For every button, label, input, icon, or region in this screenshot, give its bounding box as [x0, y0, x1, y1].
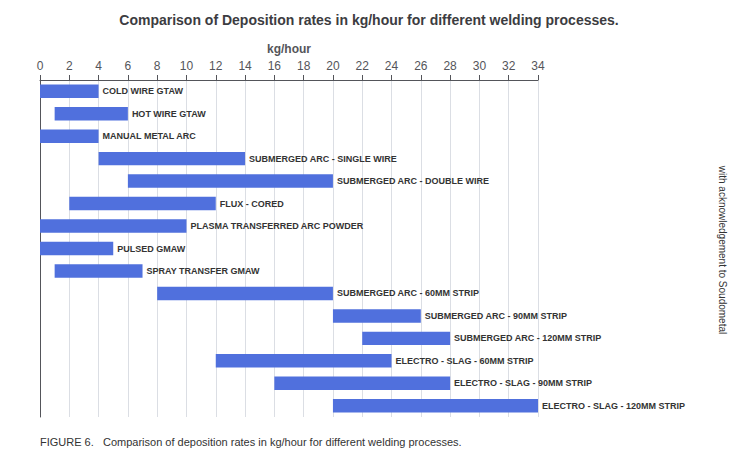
svg-text:PLASMA TRANSFERRED ARC POWDER: PLASMA TRANSFERRED ARC POWDER: [190, 221, 363, 231]
svg-text:MANUAL METAL ARC: MANUAL METAL ARC: [103, 131, 197, 141]
svg-text:SUBMERGED ARC - SINGLE WIRE: SUBMERGED ARC - SINGLE WIRE: [249, 154, 397, 164]
svg-text:22: 22: [356, 59, 370, 73]
svg-text:16: 16: [268, 59, 282, 73]
svg-text:SPRAY TRANSFER GMAW: SPRAY TRANSFER GMAW: [147, 266, 261, 276]
svg-text:SUBMERGED ARC - DOUBLE WIRE: SUBMERGED ARC - DOUBLE WIRE: [337, 176, 489, 186]
svg-text:6: 6: [125, 59, 132, 73]
svg-text:ELECTRO - SLAG - 60MM STRIP: ELECTRO - SLAG - 60MM STRIP: [396, 356, 534, 366]
svg-text:18: 18: [297, 59, 311, 73]
svg-text:SUBMERGED ARC - 60MM STRIP: SUBMERGED ARC - 60MM STRIP: [337, 288, 479, 298]
svg-text:ELECTRO - SLAG - 120MM STRIP: ELECTRO - SLAG - 120MM STRIP: [542, 401, 685, 411]
svg-text:ELECTRO - SLAG - 90MM STRIP: ELECTRO - SLAG - 90MM STRIP: [454, 378, 592, 388]
svg-text:with acknowledgement to Soudom: with acknowledgement to Soudometal: [717, 165, 728, 334]
svg-text:PULSED GMAW: PULSED GMAW: [117, 244, 186, 254]
svg-text:4: 4: [95, 59, 102, 73]
svg-text:SUBMERGED ARC - 90MM STRIP: SUBMERGED ARC - 90MM STRIP: [425, 311, 567, 321]
svg-text:SUBMERGED ARC - 120MM STRIP: SUBMERGED ARC - 120MM STRIP: [454, 333, 601, 343]
svg-text:2: 2: [66, 59, 73, 73]
svg-text:32: 32: [502, 59, 516, 73]
svg-text:HOT WIRE GTAW: HOT WIRE GTAW: [132, 109, 206, 119]
svg-text:24: 24: [385, 59, 399, 73]
svg-text:28: 28: [443, 59, 457, 73]
svg-text:14: 14: [238, 59, 252, 73]
svg-text:FIGURE 6. Comparison of depo: FIGURE 6. Comparison of deposition rates…: [40, 436, 462, 448]
svg-text:20: 20: [326, 59, 340, 73]
svg-text:26: 26: [414, 59, 428, 73]
svg-text:FLUX - CORED: FLUX - CORED: [220, 199, 284, 209]
svg-text:COLD WIRE GTAW: COLD WIRE GTAW: [103, 86, 184, 96]
svg-text:Comparison of Deposition rates: Comparison of Deposition rates in kg/hou…: [119, 12, 618, 28]
svg-text:12: 12: [209, 59, 223, 73]
svg-text:10: 10: [180, 59, 194, 73]
svg-text:8: 8: [154, 59, 161, 73]
svg-text:0: 0: [37, 59, 44, 73]
svg-text:30: 30: [473, 59, 487, 73]
svg-text:kg/hour: kg/hour: [267, 42, 311, 56]
svg-text:34: 34: [531, 59, 545, 73]
